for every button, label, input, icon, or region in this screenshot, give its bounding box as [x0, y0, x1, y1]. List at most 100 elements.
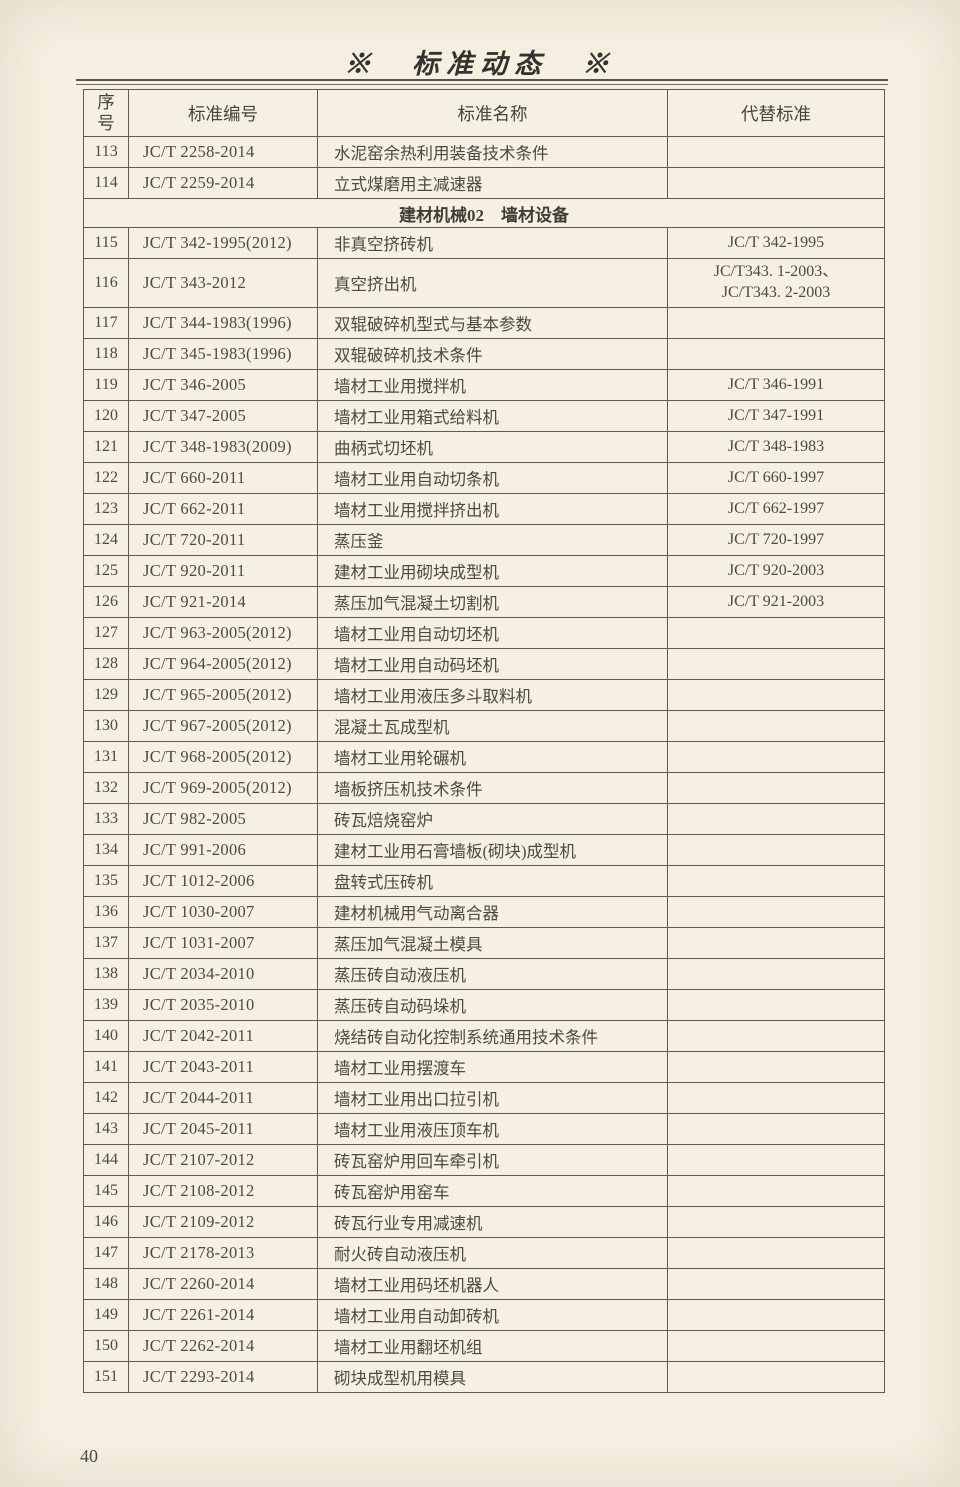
table-row: 122 JC/T 660-2011 墙材工业用自动切条机 JC/T 660-1997 [83, 462, 885, 494]
cell-code: JC/T 965-2005(2012) [128, 679, 318, 711]
cell-replaced: JC/T 348-1983 [667, 431, 885, 463]
page-number: 40 [80, 1446, 98, 1466]
cell-replaced [667, 958, 885, 990]
cell-no: 129 [83, 679, 129, 711]
cell-code: JC/T 2035-2010 [128, 989, 318, 1021]
cell-name: 建材工业用砌块成型机 [317, 555, 668, 587]
cell-code: JC/T 2261-2014 [128, 1299, 318, 1331]
table-row: 127 JC/T 963-2005(2012) 墙材工业用自动切坯机 [83, 617, 885, 649]
cell-replaced [667, 710, 885, 742]
table-row: 129 JC/T 965-2005(2012) 墙材工业用液压多斗取料机 [83, 679, 885, 711]
table-row: 136 JC/T 1030-2007 建材机械用气动离合器 [83, 896, 885, 928]
cell-replaced: JC/T 346-1991 [667, 369, 885, 401]
cell-no: 120 [83, 400, 129, 432]
table-row: 142 JC/T 2044-2011 墙材工业用出口拉引机 [83, 1082, 885, 1114]
cell-no: 151 [83, 1361, 129, 1393]
cell-code: JC/T 2258-2014 [128, 136, 318, 168]
cell-no: 125 [83, 555, 129, 587]
cell-name: 蒸压釜 [317, 524, 668, 556]
cell-code: JC/T 342-1995(2012) [128, 227, 318, 259]
cell-no: 123 [83, 493, 129, 525]
cell-no: 148 [83, 1268, 129, 1300]
table-row: 151 JC/T 2293-2014 砌块成型机用模具 [83, 1361, 885, 1393]
cell-replaced [667, 1268, 885, 1300]
cell-no: 122 [83, 462, 129, 494]
cell-name: 混凝土瓦成型机 [317, 710, 668, 742]
cell-replaced [667, 1113, 885, 1145]
cell-no: 134 [83, 834, 129, 866]
cell-no: 124 [83, 524, 129, 556]
cell-name: 砌块成型机用模具 [317, 1361, 668, 1393]
table-row: 146 JC/T 2109-2012 砖瓦行业专用减速机 [83, 1206, 885, 1238]
cell-code: JC/T 964-2005(2012) [128, 648, 318, 680]
cell-no: 145 [83, 1175, 129, 1207]
table-row: 121 JC/T 348-1983(2009) 曲柄式切坯机 JC/T 348-198… [83, 431, 885, 463]
cell-no: 150 [83, 1330, 129, 1362]
cell-code: JC/T 2178-2013 [128, 1237, 318, 1269]
cell-no: 115 [83, 227, 129, 259]
cell-no: 139 [83, 989, 129, 1021]
cell-replaced [667, 741, 885, 773]
table-row: 115 JC/T 342-1995(2012) 非真空挤砖机 JC/T 342-199… [83, 227, 885, 259]
cell-no: 117 [83, 307, 129, 339]
cell-name: 蒸压砖自动码垛机 [317, 989, 668, 1021]
cell-code: JC/T 348-1983(2009) [128, 431, 318, 463]
cell-code: JC/T 347-2005 [128, 400, 318, 432]
cell-code: JC/T 720-2011 [128, 524, 318, 556]
header-standard-name: 标准名称 [317, 89, 668, 137]
cell-no: 137 [83, 927, 129, 959]
standards-table: 序 号 标准编号 标准名称 代替标准 113 JC/T 2258-2014 水泥窑余… [83, 89, 885, 1393]
cell-code: JC/T 2109-2012 [128, 1206, 318, 1238]
cell-no: 138 [83, 958, 129, 990]
cell-replaced [667, 338, 885, 370]
cell-no: 114 [83, 167, 129, 199]
cell-code: JC/T 1031-2007 [128, 927, 318, 959]
cell-replaced [667, 648, 885, 680]
table-row: 149 JC/T 2261-2014 墙材工业用自动卸砖机 [83, 1299, 885, 1331]
cell-no: 147 [83, 1237, 129, 1269]
cell-code: JC/T 991-2006 [128, 834, 318, 866]
table-row: 132 JC/T 969-2005(2012) 墙板挤压机技术条件 [83, 772, 885, 804]
header-replaced-standard: 代替标准 [667, 89, 885, 137]
table-row: 133 JC/T 982-2005 砖瓦焙烧窑炉 [83, 803, 885, 835]
cell-name: 墙板挤压机技术条件 [317, 772, 668, 804]
cell-name: 砖瓦窑炉用窑车 [317, 1175, 668, 1207]
table-row: 143 JC/T 2045-2011 墙材工业用液压顶车机 [83, 1113, 885, 1145]
table-row: 131 JC/T 968-2005(2012) 墙材工业用轮碾机 [83, 741, 885, 773]
cell-no: 130 [83, 710, 129, 742]
cell-replaced [667, 1206, 885, 1238]
standards-table-body: 113 JC/T 2258-2014 水泥窑余热利用装备技术条件 114 JC/T 22… [83, 136, 885, 1393]
cell-code: JC/T 2042-2011 [128, 1020, 318, 1052]
cell-name: 蒸压砖自动液压机 [317, 958, 668, 990]
cell-name: 蒸压加气混凝土切割机 [317, 586, 668, 618]
cell-code: JC/T 2034-2010 [128, 958, 318, 990]
cell-no: 128 [83, 648, 129, 680]
section-row: 建材机械02 墙材设备 [83, 198, 885, 228]
cell-name: 墙材工业用摆渡车 [317, 1051, 668, 1083]
cell-no: 118 [83, 338, 129, 370]
cell-name: 墙材工业用出口拉引机 [317, 1082, 668, 1114]
cell-no: 140 [83, 1020, 129, 1052]
cell-code: JC/T 2260-2014 [128, 1268, 318, 1300]
table-row: 141 JC/T 2043-2011 墙材工业用摆渡车 [83, 1051, 885, 1083]
cell-replaced: JC/T 660-1997 [667, 462, 885, 494]
table-row: 137 JC/T 1031-2007 蒸压加气混凝土模具 [83, 927, 885, 959]
table-row: 118 JC/T 345-1983(1996) 双辊破碎机技术条件 [83, 338, 885, 370]
table-row: 148 JC/T 2260-2014 墙材工业用码坯机器人 [83, 1268, 885, 1300]
cell-name: 墙材工业用搅拌挤出机 [317, 493, 668, 525]
table-row: 135 JC/T 1012-2006 盘转式压砖机 [83, 865, 885, 897]
cell-code: JC/T 2044-2011 [128, 1082, 318, 1114]
cell-no: 142 [83, 1082, 129, 1114]
table-row: 150 JC/T 2262-2014 墙材工业用翻坯机组 [83, 1330, 885, 1362]
table-row: 117 JC/T 344-1983(1996) 双辊破碎机型式与基本参数 [83, 307, 885, 339]
cell-replaced: JC/T343. 1-2003、 JC/T343. 2-2003 [667, 258, 885, 308]
cell-no: 146 [83, 1206, 129, 1238]
cell-code: JC/T 1030-2007 [128, 896, 318, 928]
cell-no: 119 [83, 369, 129, 401]
cell-code: JC/T 1012-2006 [128, 865, 318, 897]
cell-replaced: JC/T 720-1997 [667, 524, 885, 556]
cell-replaced [667, 679, 885, 711]
cell-name: 双辊破碎机型式与基本参数 [317, 307, 668, 339]
cell-no: 136 [83, 896, 129, 928]
cell-name: 烧结砖自动化控制系统通用技术条件 [317, 1020, 668, 1052]
